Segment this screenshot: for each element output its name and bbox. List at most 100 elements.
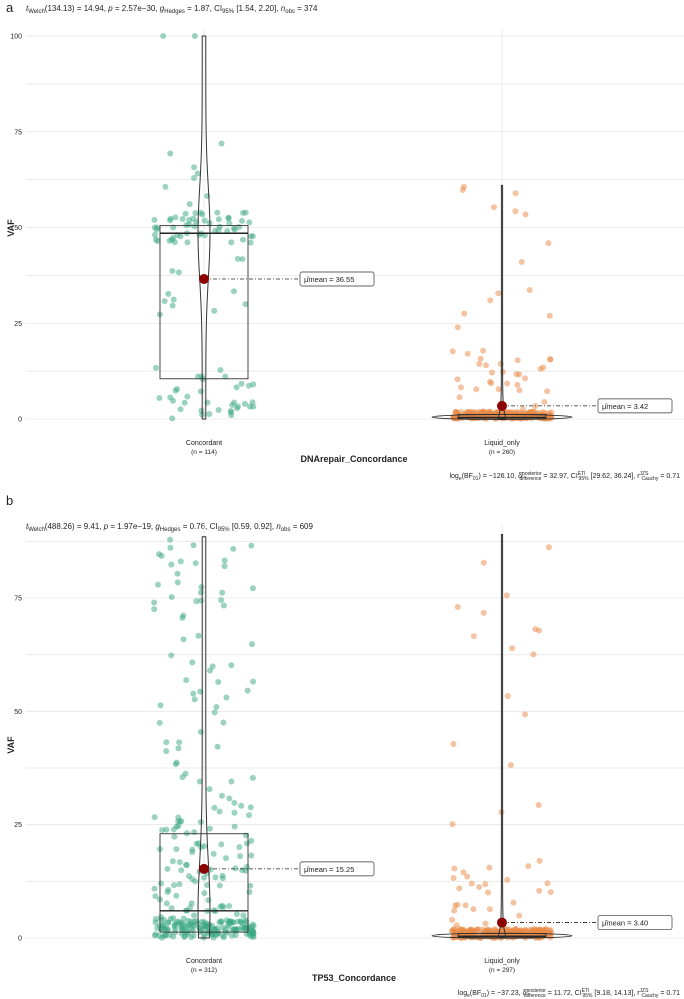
y-tick-label: 25	[14, 822, 22, 829]
data-point	[167, 394, 174, 401]
data-point	[529, 927, 536, 934]
data-point	[240, 209, 247, 216]
y-tick-label: 75	[14, 596, 22, 603]
data-point	[514, 357, 521, 364]
data-point	[191, 164, 198, 171]
data-point	[246, 888, 253, 895]
data-point	[174, 570, 181, 577]
data-point	[220, 719, 227, 726]
data-point	[214, 931, 221, 938]
data-point	[219, 924, 226, 931]
data-point	[151, 814, 158, 821]
data-point	[512, 190, 519, 197]
data-point	[177, 233, 184, 240]
data-point	[206, 825, 213, 832]
data-point	[233, 384, 240, 391]
data-point	[170, 296, 177, 303]
data-point	[179, 614, 186, 621]
data-point	[228, 239, 235, 246]
data-point	[210, 925, 217, 932]
data-point	[464, 873, 471, 880]
data-point	[161, 298, 168, 305]
data-point	[163, 748, 170, 755]
data-point	[467, 927, 474, 934]
data-point	[454, 376, 461, 383]
data-point	[151, 216, 158, 223]
mean-point	[199, 274, 209, 285]
data-point	[183, 222, 190, 229]
data-point	[214, 209, 221, 216]
data-point	[176, 859, 183, 866]
panel-b-ylabel: VAF	[6, 736, 16, 754]
data-point	[460, 869, 467, 876]
data-point	[189, 876, 196, 883]
data-point	[535, 929, 542, 936]
data-point	[207, 667, 214, 674]
data-point	[490, 204, 497, 211]
data-point	[476, 883, 483, 890]
data-point	[153, 236, 160, 243]
panel-b-bayes: loge(BF01) = −37.23, δ̂posterior differen…	[458, 988, 680, 999]
data-point	[483, 415, 490, 422]
data-point	[473, 386, 480, 393]
data-point	[480, 609, 487, 616]
data-point	[495, 386, 502, 393]
panel-a: a tWelch(134.13) = 14.94, p = 2.57e−30, …	[6, 0, 684, 482]
data-point	[165, 886, 172, 893]
data-point	[231, 226, 238, 233]
data-point	[218, 140, 225, 147]
data-point	[238, 802, 245, 809]
data-point	[220, 602, 227, 609]
data-point	[159, 827, 166, 834]
box	[159, 225, 249, 380]
data-point	[517, 410, 524, 417]
data-point	[191, 33, 198, 39]
data-point	[182, 770, 189, 777]
panel-a-xtick-liquid: Liquid_only	[484, 440, 520, 447]
data-point	[525, 863, 532, 870]
mean-label: μ̂mean = 3.40	[597, 915, 673, 930]
data-point	[250, 381, 257, 388]
data-point	[238, 217, 245, 224]
data-point	[545, 544, 552, 551]
data-point	[182, 210, 189, 217]
panel-b-y-ticks: 0 25 50 75	[14, 596, 22, 943]
data-point	[197, 388, 204, 395]
data-point	[222, 373, 229, 380]
data-point	[196, 924, 203, 931]
data-point	[201, 874, 208, 881]
data-point	[488, 412, 495, 419]
mean-point	[497, 917, 507, 928]
data-point	[239, 867, 246, 874]
data-point	[219, 792, 226, 799]
data-point	[216, 223, 223, 230]
data-point	[190, 690, 197, 697]
data-point	[193, 598, 200, 605]
y-tick-label: 25	[14, 321, 22, 328]
data-point	[517, 927, 524, 934]
panel-a-label: a	[6, 0, 14, 15]
violin-base	[431, 414, 573, 421]
data-point	[250, 932, 257, 939]
data-point	[174, 385, 181, 392]
mean-point	[497, 400, 507, 411]
data-point	[177, 558, 184, 565]
data-point	[547, 889, 554, 896]
data-point	[464, 350, 471, 357]
data-point	[450, 740, 457, 747]
panel-b-plot: μ̂mean = 15.25 μ̂mean = 3.40	[151, 534, 673, 941]
data-point	[189, 846, 196, 853]
data-point	[190, 215, 197, 222]
data-point	[162, 932, 169, 939]
data-point	[215, 216, 222, 223]
data-point	[225, 921, 232, 928]
box	[159, 833, 249, 933]
data-point	[233, 911, 240, 918]
data-point	[197, 728, 204, 735]
data-point	[151, 885, 158, 892]
data-point	[535, 801, 542, 808]
data-point	[461, 310, 468, 317]
data-point	[185, 917, 192, 924]
mean-label-box	[597, 915, 673, 930]
data-point	[201, 919, 208, 926]
